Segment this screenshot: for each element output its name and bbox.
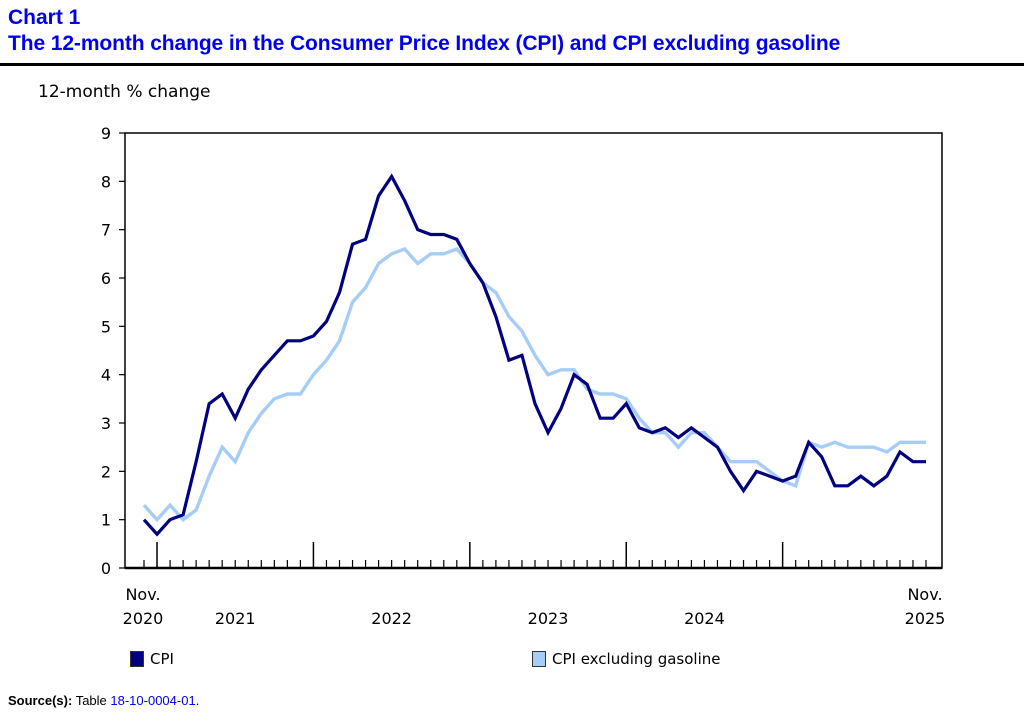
x-axis-ticks bbox=[143, 542, 927, 568]
legend-label-cpi-excl-gasoline: CPI excluding gasoline bbox=[552, 650, 721, 668]
chart-number: Chart 1 bbox=[8, 6, 81, 29]
y-tick-label: 8 bbox=[101, 172, 111, 191]
y-tick-label: 1 bbox=[101, 511, 111, 530]
x-tick-label: 2024 bbox=[684, 609, 725, 628]
source-table-link[interactable]: 18-10-0004-01 bbox=[110, 693, 196, 708]
legend-item-cpi-excl-gasoline: CPI excluding gasoline bbox=[532, 650, 720, 668]
y-tick-label: 9 bbox=[101, 124, 111, 143]
legend-swatch-cpi-excl-gasoline bbox=[532, 651, 546, 667]
x-tick-label: 2021 bbox=[215, 609, 256, 628]
x-tick-label: 2023 bbox=[528, 609, 569, 628]
y-tick-label: 6 bbox=[101, 269, 111, 288]
y-tick-label: 7 bbox=[101, 221, 111, 240]
y-tick-label: 2 bbox=[101, 462, 111, 481]
y-tick-label: 0 bbox=[101, 559, 111, 578]
x-axis-labels: Nov. 2020 2021 2022 2023 2024 Nov. 2025 bbox=[123, 585, 946, 628]
x-tick-label: 2020 bbox=[123, 609, 164, 628]
legend-swatch-cpi bbox=[130, 651, 144, 667]
source-note: Source(s): Table 18-10-0004-01. bbox=[8, 693, 199, 708]
y-tick-label: 4 bbox=[101, 366, 111, 385]
x-tick-label: Nov. bbox=[125, 585, 160, 604]
series-lines bbox=[142, 173, 927, 537]
legend-item-cpi: CPI bbox=[130, 650, 174, 668]
series-line-cpi-excl-gasoline bbox=[142, 247, 926, 523]
y-tick-label: 3 bbox=[101, 414, 111, 433]
x-tick-label: Nov. bbox=[907, 585, 942, 604]
y-tick-label: 5 bbox=[101, 317, 111, 336]
x-tick-label: 2025 bbox=[905, 609, 946, 628]
source-prefix: Table bbox=[75, 693, 107, 708]
source-suffix: . bbox=[195, 693, 200, 708]
source-lead: Source(s): bbox=[8, 693, 73, 708]
legend-label-cpi: CPI bbox=[150, 650, 174, 668]
chart-title: The 12-month change in the Consumer Pric… bbox=[8, 32, 841, 55]
x-tick-label: 2022 bbox=[371, 609, 412, 628]
title-divider bbox=[0, 63, 1024, 66]
y-axis-ticks: 0 1 2 3 4 5 6 7 8 9 bbox=[101, 124, 125, 578]
y-axis-label: 12-month % change bbox=[38, 82, 211, 102]
